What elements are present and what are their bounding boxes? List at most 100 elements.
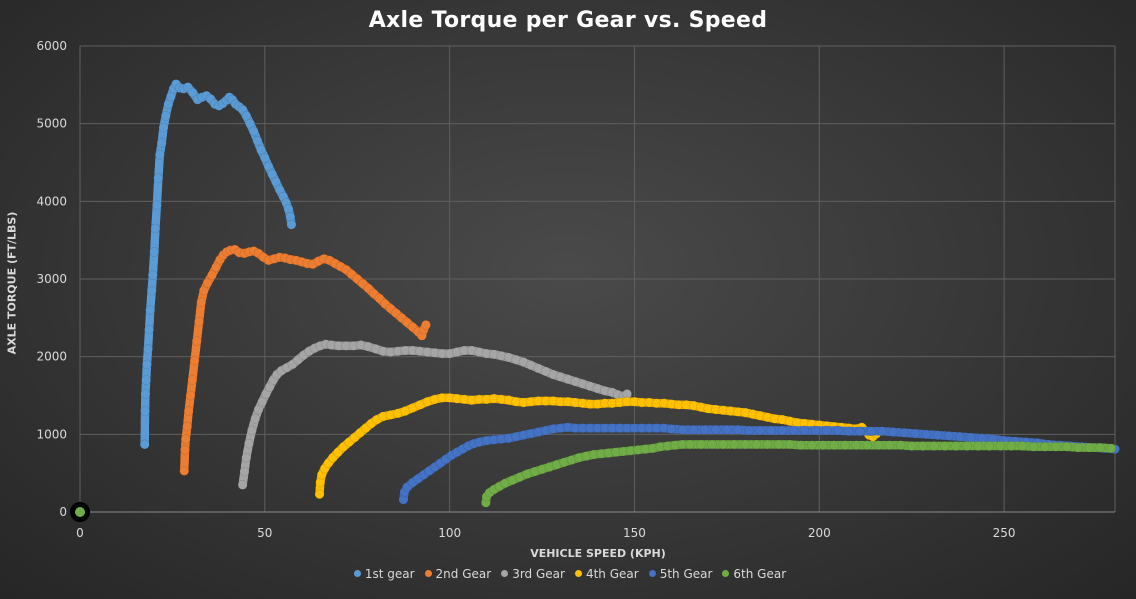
legend-marker (722, 570, 730, 577)
x-tick-labels: 0 50 100 150 200 250 (76, 526, 1015, 540)
data-point (866, 426, 876, 437)
x-tick-label: 0 (76, 526, 84, 540)
x-axis-label: VEHICLE SPEED (KPH) (530, 547, 666, 560)
data-point (777, 425, 788, 436)
data-point (1084, 442, 1095, 453)
data-point (198, 285, 209, 296)
data-point (252, 135, 263, 146)
y-tick-label: 2000 (36, 350, 67, 364)
data-point (141, 375, 152, 385)
y-tick-label: 6000 (36, 39, 67, 53)
data-point (158, 122, 169, 133)
data-point (179, 465, 190, 476)
origin-marker (70, 502, 90, 522)
data-point (1028, 441, 1039, 452)
data-point (143, 343, 153, 354)
data-point (246, 425, 257, 436)
data-point (253, 404, 264, 415)
data-point (884, 440, 895, 451)
data-point (851, 440, 862, 451)
data-point (140, 389, 151, 399)
data-point (263, 161, 274, 172)
data-point (151, 200, 162, 211)
data-point (973, 441, 984, 451)
legend-label: 5th Gear (659, 567, 713, 581)
data-point (142, 359, 152, 370)
data-point (718, 439, 729, 450)
data-point (241, 452, 252, 463)
legend-label: 1st gear (364, 567, 415, 581)
data-point (895, 440, 906, 451)
data-point (666, 423, 677, 434)
data-point (196, 297, 207, 308)
data-point (271, 177, 281, 187)
data-point (917, 441, 928, 451)
data-point (818, 440, 828, 451)
data-point (840, 440, 851, 451)
data-point (250, 413, 261, 424)
data-point (185, 390, 196, 401)
data-point (1073, 442, 1083, 453)
data-point (237, 479, 248, 490)
legend-marker (501, 570, 509, 577)
data-point (755, 425, 766, 436)
data-point (244, 438, 254, 449)
legend-marker (574, 570, 582, 577)
legend-marker (648, 570, 656, 577)
data-point (707, 439, 717, 450)
data-point (202, 277, 213, 288)
data-point (147, 270, 158, 281)
data-point (877, 426, 888, 437)
legend-item-2: 2nd Gear (424, 567, 491, 581)
data-point (189, 355, 200, 366)
data-point (784, 439, 795, 450)
data-point (150, 223, 161, 234)
y-tick-label: 4000 (36, 194, 67, 208)
data-point (1106, 443, 1117, 454)
data-point (194, 316, 204, 327)
data-point (862, 440, 873, 451)
data-point (729, 439, 740, 450)
legend: 1st gear 2nd Gear 3rd Gear 4th Gear 5th Gear… (0, 567, 1136, 581)
data-point (1050, 441, 1061, 452)
data-point (799, 425, 810, 436)
chart-title: Axle Torque per Gear vs. Speed (368, 8, 768, 33)
data-point (314, 489, 325, 500)
data-point (921, 429, 932, 440)
data-point (239, 466, 250, 477)
data-point (1039, 441, 1050, 452)
data-point (899, 427, 910, 438)
x-tick-label: 150 (623, 526, 646, 540)
data-point (855, 426, 865, 437)
series-6 (480, 439, 1117, 508)
data-point (751, 439, 762, 450)
data-point (139, 439, 150, 450)
data-point (1006, 441, 1017, 451)
legend-label: 4th Gear (585, 567, 639, 581)
data-point (965, 432, 976, 443)
data-point (685, 439, 695, 450)
y-tick-labels: 0 1000 2000 3000 4000 5000 6000 (36, 39, 67, 519)
data-point (984, 441, 995, 451)
data-point (140, 406, 150, 416)
data-point (267, 169, 278, 180)
y-tick-label: 1000 (36, 427, 67, 441)
data-point (187, 375, 198, 385)
data-point (154, 149, 165, 160)
y-tick-label: 0 (59, 505, 67, 519)
data-point (211, 262, 221, 273)
data-point (182, 421, 193, 432)
data-point (943, 430, 954, 441)
series-2 (179, 244, 431, 476)
y-tick-label: 5000 (36, 117, 67, 131)
data-point (183, 406, 194, 416)
data-point (843, 426, 854, 437)
data-point (1017, 441, 1028, 451)
data-point (286, 219, 297, 230)
data-point (207, 270, 217, 281)
series-4 (314, 392, 882, 500)
data-point (962, 441, 973, 451)
x-tick-label: 50 (257, 526, 272, 540)
